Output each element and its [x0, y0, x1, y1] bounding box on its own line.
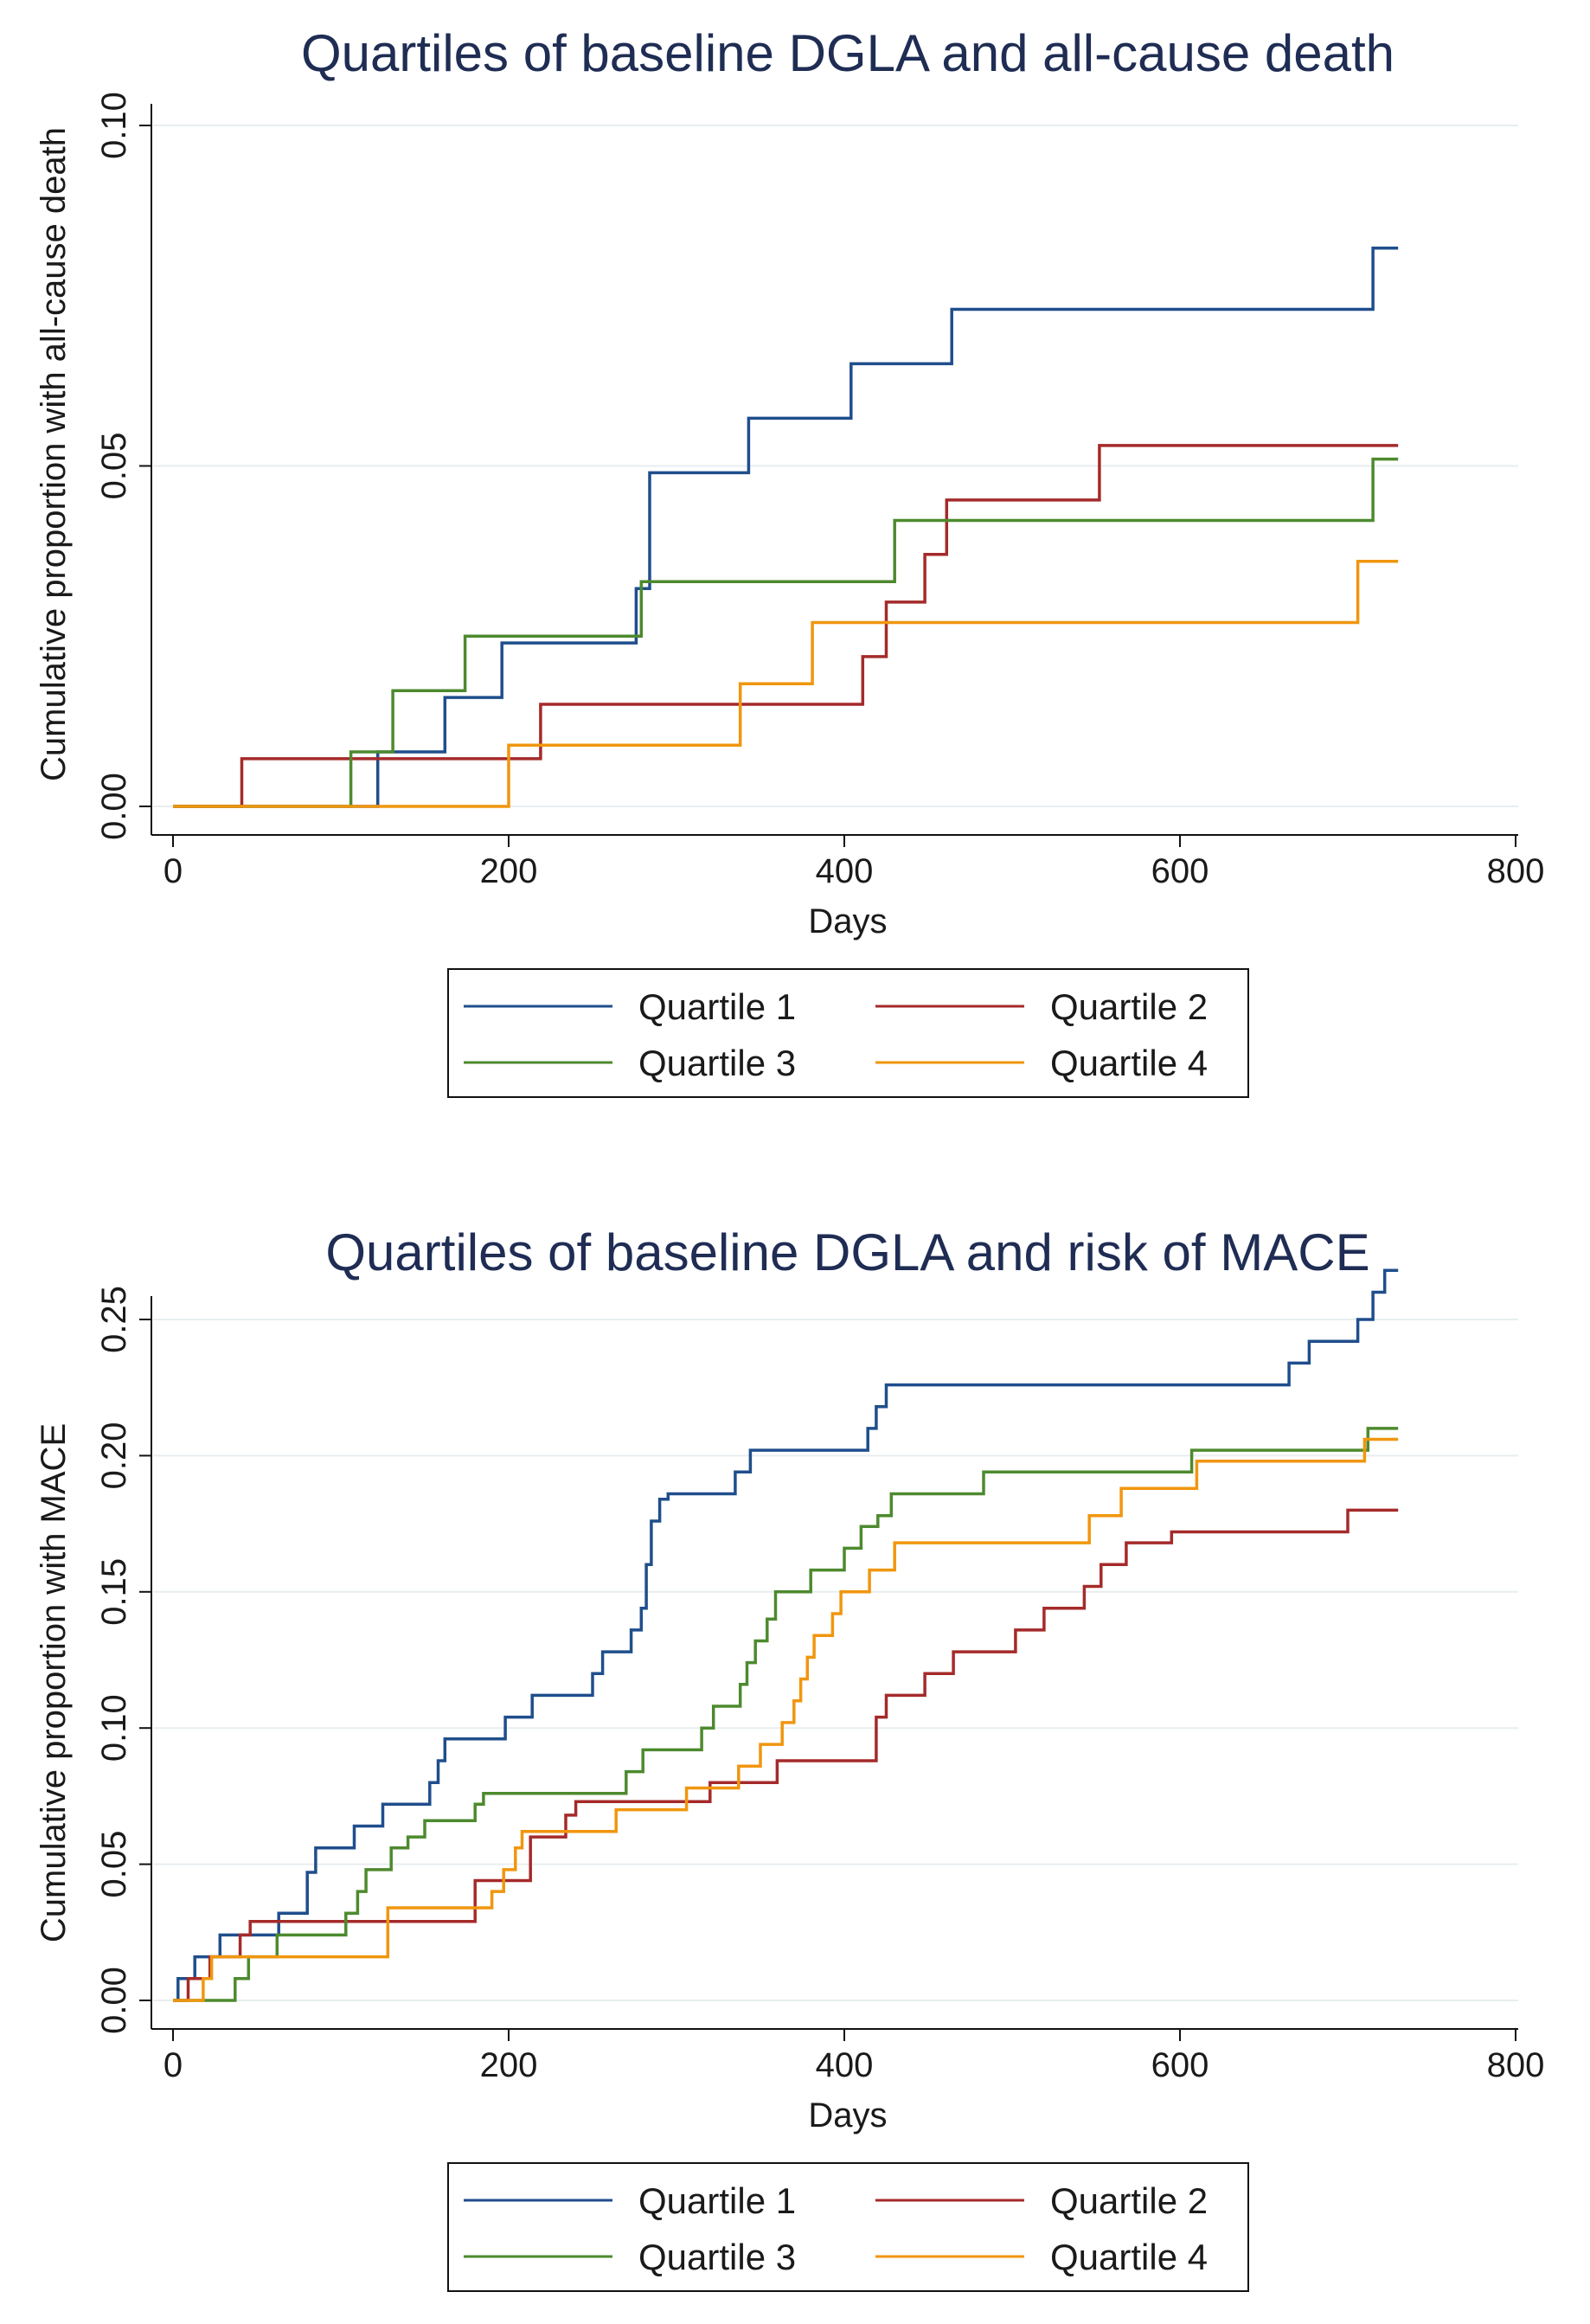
x-tick-label: 200: [480, 2046, 538, 2084]
x-tick-label: 400: [816, 852, 874, 890]
y-axis-label: Cumulative proportion with all-cause dea…: [35, 127, 73, 781]
series-line-quartile-3: [173, 457, 1399, 808]
y-tick-label: 0.10: [95, 92, 133, 159]
x-tick-label: 200: [480, 852, 538, 890]
y-tick-label: 0.05: [95, 1831, 133, 1898]
legend-label-quartile-2: Quartile 2: [1050, 2180, 1208, 2221]
series-line-quartile-2: [173, 1508, 1399, 2002]
chart-title: Quartiles of baseline DGLA and all-cause…: [301, 24, 1394, 82]
legend-box: [447, 2162, 1249, 2292]
y-tick-label: 0.20: [95, 1422, 133, 1489]
y-axis-label: Cumulative proportion with MACE: [35, 1423, 73, 1942]
legend-label-quartile-3: Quartile 3: [638, 1043, 796, 1083]
x-tick-label: 600: [1151, 2046, 1209, 2084]
chart-panel-all-cause-death: Quartiles of baseline DGLA and all-cause…: [0, 0, 1590, 1116]
series-line-quartile-3: [173, 1427, 1399, 2002]
legend-label-quartile-4: Quartile 4: [1050, 2237, 1208, 2277]
y-tick-label: 0.00: [95, 1967, 133, 2034]
legend-label-quartile-1: Quartile 1: [638, 2180, 796, 2221]
y-tick-label: 0.25: [95, 1286, 133, 1353]
series-line-quartile-1: [173, 1268, 1399, 2002]
legend-label-quartile-2: Quartile 2: [1050, 986, 1208, 1027]
legend-box: [447, 968, 1249, 1098]
series-line-quartile-4: [173, 559, 1399, 808]
x-tick-label: 0: [163, 2046, 183, 2084]
chart-panel-mace: Quartiles of baseline DGLA and risk of M…: [0, 1194, 1590, 2324]
y-tick-label: 0.05: [95, 433, 133, 500]
y-tick-label: 0.15: [95, 1558, 133, 1626]
chart-title: Quartiles of baseline DGLA and risk of M…: [325, 1223, 1369, 1281]
legend: Quartile 1 Quartile 2 Quartile 3 Quartil…: [447, 968, 1249, 1098]
series-line-quartile-2: [173, 444, 1399, 808]
y-tick-label: 0.10: [95, 1694, 133, 1762]
chart-mace: Quartiles of baseline DGLA and risk of M…: [35, 1223, 1545, 2292]
x-tick-label: 800: [1487, 2046, 1545, 2084]
x-tick-label: 400: [816, 2046, 874, 2084]
y-tick-label: 0.00: [95, 773, 133, 840]
chart-all-cause-death: Quartiles of baseline DGLA and all-cause…: [35, 24, 1545, 1098]
series-line-quartile-1: [173, 246, 1399, 808]
series-line-quartile-4: [173, 1437, 1399, 2002]
legend-label-quartile-4: Quartile 4: [1050, 1043, 1208, 1083]
legend-label-quartile-3: Quartile 3: [638, 2237, 796, 2277]
x-axis-label: Days: [808, 2096, 887, 2135]
x-axis-label: Days: [808, 902, 887, 941]
legend-label-quartile-1: Quartile 1: [638, 986, 796, 1027]
x-tick-label: 600: [1151, 852, 1209, 890]
x-tick-label: 800: [1487, 852, 1545, 890]
legend: Quartile 1 Quartile 2 Quartile 3 Quartil…: [447, 2162, 1249, 2292]
x-tick-label: 0: [163, 852, 183, 890]
